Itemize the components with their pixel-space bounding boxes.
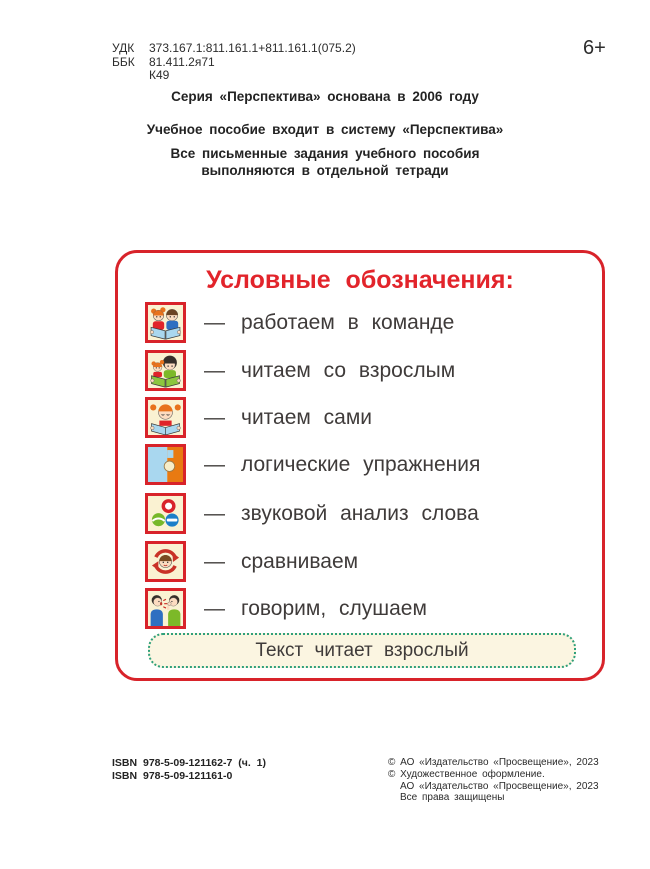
speak-listen-icon <box>145 588 186 629</box>
adult-reads-note-box: Текст читает взрослый <box>148 633 576 668</box>
legend-item: — звуковой анализ слова <box>145 493 479 534</box>
dash: — <box>204 501 225 525</box>
series-line: Серия «Перспектива» основана в 2006 году <box>171 89 479 104</box>
legend-item-label: читаем сами <box>241 405 373 429</box>
copyright-block: © АО «Издательство «Просвещение», 2023 ©… <box>388 757 616 804</box>
notebook-note-line2: выполняются в отдельной тетради <box>201 163 449 178</box>
bibliographic-codes: УДК 373.167.1:811.161.1+811.161.1(075.2)… <box>112 41 356 83</box>
isbn-line-1: ISBN 978-5-09-121162-7 (ч. 1) <box>112 757 267 769</box>
udk-row: УДК 373.167.1:811.161.1+811.161.1(075.2) <box>112 41 356 56</box>
udk-value: 373.167.1:811.161.1+811.161.1(075.2) <box>149 41 356 55</box>
legend-item: — говорим, слушаем <box>145 588 427 629</box>
legend-item: — сравниваем <box>145 541 358 582</box>
isbn-line-2: ISBN 978-5-09-121161-0 <box>112 770 233 782</box>
copyright-line: АО «Издательство «Просвещение», 2023 <box>400 780 599 792</box>
legend-item-label: говорим, слушаем <box>241 596 427 620</box>
dash: — <box>204 452 225 476</box>
legend-item-label: звуковой анализ слова <box>241 501 479 525</box>
author-code-spacer <box>112 69 149 83</box>
compare-icon <box>145 541 186 582</box>
read-alone-icon <box>145 397 186 438</box>
dash: — <box>204 358 225 382</box>
system-line: Учебное пособие входит в систему «Перспе… <box>146 122 504 137</box>
copyright-line: © Художественное оформление. <box>388 768 545 780</box>
legend-title: Условные обозначения: <box>206 266 514 294</box>
legend-item: — работаем в команде <box>145 302 454 343</box>
age-rating-badge: 6+ <box>583 37 606 59</box>
copyright-line: Все права защищены <box>400 792 505 804</box>
dash: — <box>204 310 225 334</box>
dash: — <box>204 549 225 573</box>
bbk-value: 81.411.2я71 <box>149 54 215 69</box>
legend-item: — логические упражнения <box>145 444 480 485</box>
copyright-line: © АО «Издательство «Просвещение», 2023 <box>388 757 599 768</box>
legend-item-label: работаем в команде <box>241 310 455 334</box>
puzzle-icon <box>145 444 186 485</box>
bbk-row: ББК 81.411.2я71 <box>112 54 356 70</box>
legend-item: — читаем сами <box>145 397 372 438</box>
adult-reads-note-text: Текст читает взрослый <box>255 639 469 661</box>
legend-item-label: читаем со взрослым <box>241 358 456 382</box>
dash: — <box>204 596 225 620</box>
legend-box: Условные обозначения: <box>115 250 605 681</box>
udk-label: УДК <box>112 41 135 55</box>
dash: — <box>204 405 225 429</box>
notebook-note-line1: Все письменные задания учебного пособия <box>170 146 480 161</box>
legend-item-label: сравниваем <box>241 549 359 573</box>
read-with-adult-icon <box>145 350 186 391</box>
sound-analysis-icon <box>145 493 186 534</box>
legend-item-label: логические упражнения <box>241 452 481 476</box>
team-reading-icon <box>145 302 186 343</box>
author-code: К49 <box>149 68 170 82</box>
author-code-row: К49 <box>112 68 356 83</box>
isbn-block: ISBN 978-5-09-121162-7 (ч. 1) ISBN 978-5… <box>112 757 266 783</box>
bbk-label: ББК <box>112 54 135 69</box>
legend-item: — читаем со взрослым <box>145 350 455 391</box>
